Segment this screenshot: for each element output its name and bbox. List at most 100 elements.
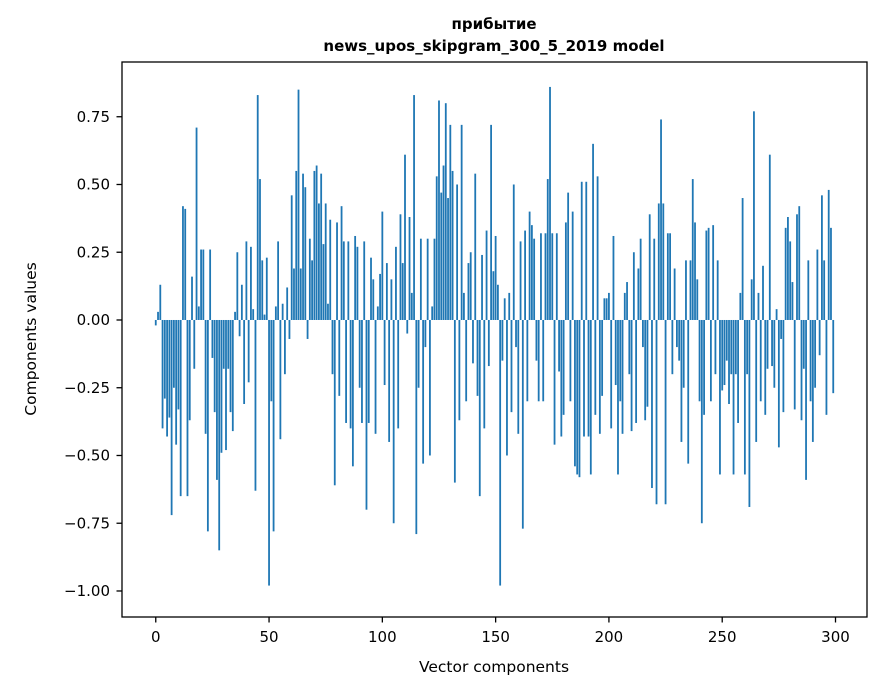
- bar: [372, 279, 375, 320]
- bar: [811, 319, 814, 442]
- bar: [671, 319, 674, 375]
- bar: [619, 319, 622, 402]
- bar: [805, 319, 807, 480]
- bar: [685, 260, 687, 320]
- bar: [528, 211, 531, 320]
- bar: [304, 187, 307, 320]
- y-tick-label: −1.00: [64, 582, 110, 600]
- bar: [200, 249, 202, 320]
- bar: [687, 319, 690, 464]
- bar: [399, 214, 402, 320]
- bar: [374, 319, 377, 434]
- bar: [297, 89, 300, 320]
- bar: [313, 170, 316, 320]
- bar: [791, 282, 794, 320]
- y-axis-label: Components values: [22, 262, 40, 415]
- bar: [351, 319, 354, 467]
- bar: [780, 319, 783, 339]
- bar: [707, 227, 710, 320]
- bar: [651, 319, 653, 489]
- bar: [535, 319, 538, 361]
- bar: [814, 319, 817, 388]
- chart-subtitle: news_upos_skipgram_300_5_2019 model: [323, 37, 664, 55]
- bar: [218, 319, 221, 551]
- bar: [832, 319, 835, 394]
- bar: [676, 319, 678, 348]
- bar: [524, 230, 526, 320]
- bar: [272, 319, 275, 532]
- x-tick-label: 200: [595, 628, 624, 646]
- bar: [299, 268, 302, 320]
- bar: [302, 173, 304, 320]
- bar: [809, 319, 812, 402]
- bar: [467, 263, 470, 320]
- bar: [252, 309, 255, 320]
- bar: [356, 246, 359, 320]
- bar: [519, 241, 522, 320]
- bar: [336, 222, 338, 320]
- bar: [408, 217, 411, 320]
- bar: [612, 235, 615, 320]
- bar: [397, 319, 400, 429]
- bar: [286, 287, 289, 320]
- bar: [213, 319, 216, 413]
- bar: [694, 222, 696, 320]
- bar: [458, 319, 461, 421]
- bar: [530, 225, 533, 320]
- bar: [222, 319, 225, 369]
- bar: [456, 184, 459, 320]
- bar: [327, 303, 329, 320]
- bar: [481, 254, 483, 320]
- bar: [698, 319, 701, 402]
- bar: [533, 238, 536, 320]
- bar: [796, 214, 798, 320]
- bar: [177, 319, 180, 410]
- bar: [716, 260, 719, 320]
- bar: [574, 319, 576, 467]
- bar: [308, 238, 311, 320]
- bar: [256, 95, 259, 320]
- bar: [259, 179, 261, 320]
- bar: [469, 252, 472, 320]
- bar: [195, 127, 198, 320]
- bar: [474, 173, 477, 320]
- bar: [419, 238, 422, 320]
- bar: [483, 319, 486, 429]
- bar: [759, 319, 762, 402]
- bar: [216, 319, 218, 480]
- bar: [306, 319, 309, 339]
- bar: [766, 319, 769, 369]
- bar: [279, 319, 282, 440]
- bar: [614, 319, 617, 386]
- bar: [755, 319, 758, 442]
- bar: [549, 86, 551, 320]
- bar: [395, 246, 397, 320]
- bar: [234, 311, 236, 320]
- bar: [191, 276, 193, 320]
- x-tick-label: 150: [481, 628, 510, 646]
- bar: [293, 268, 295, 320]
- bar: [472, 319, 474, 364]
- bar: [497, 284, 499, 320]
- bar: [225, 319, 227, 451]
- bar: [827, 189, 830, 320]
- bar: [211, 319, 214, 358]
- bar: [719, 319, 721, 475]
- bar: [268, 319, 270, 586]
- bar: [653, 238, 656, 320]
- bar: [442, 165, 445, 320]
- bar: [175, 319, 178, 445]
- bar: [188, 319, 191, 421]
- bar: [263, 314, 266, 320]
- bar: [363, 241, 366, 320]
- bar: [179, 319, 182, 497]
- bar: [816, 249, 819, 320]
- bar: [621, 319, 624, 434]
- bar: [413, 95, 415, 320]
- y-tick-label: 0.00: [77, 311, 110, 329]
- bar: [639, 238, 642, 320]
- bar: [345, 319, 347, 423]
- bar: [422, 319, 425, 464]
- bar: [284, 319, 286, 375]
- bar: [739, 292, 742, 320]
